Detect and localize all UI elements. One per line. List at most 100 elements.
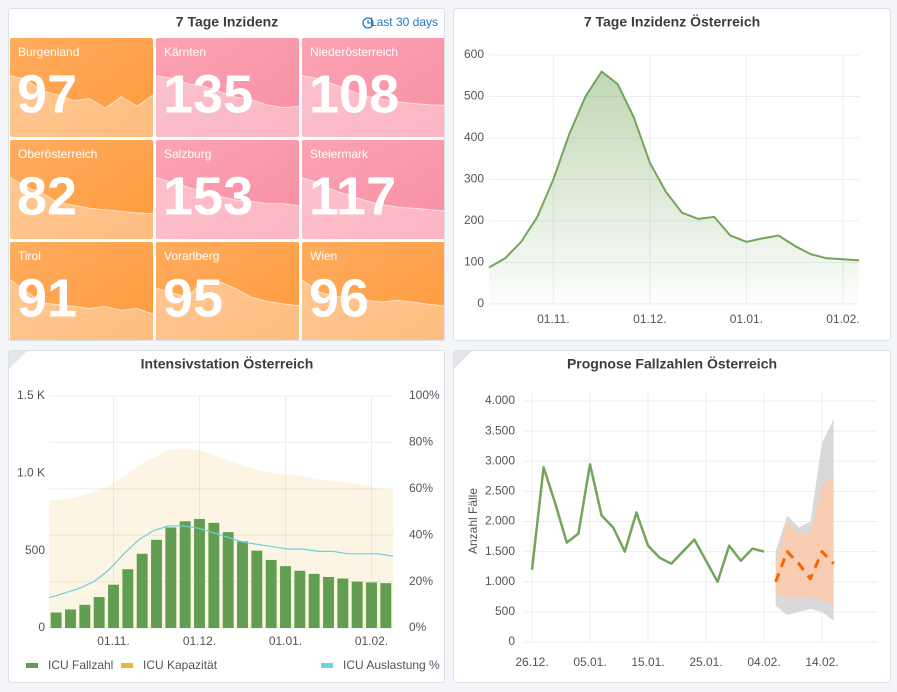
chart: Prognose Fallzahlen Österreich 0 500 1.000… xyxy=(454,351,877,669)
tile-shade xyxy=(10,140,153,239)
x-tick-label: 01.11. xyxy=(97,634,129,648)
x-tick-label: 15.01. xyxy=(631,655,664,669)
tile-value: 82 xyxy=(17,166,77,226)
legend-label[interactable]: ICU Auslastung % xyxy=(343,658,440,672)
bar xyxy=(165,527,177,628)
tile-shade xyxy=(156,242,299,340)
tile-shade xyxy=(156,38,299,137)
chart: 7 Tage Inzidenz Österreich 0 100 200 300 400… xyxy=(464,14,860,326)
y-tick-label: 3.000 xyxy=(485,453,515,467)
x-tick-label: 26.12. xyxy=(515,655,548,669)
y-tick-label: 1.5 K xyxy=(17,388,45,402)
sparkline xyxy=(9,279,154,315)
tile-value: 153 xyxy=(163,166,253,226)
y2-tick-label: 20% xyxy=(409,574,433,588)
y-tick-label: 0 xyxy=(508,634,515,648)
bar xyxy=(380,583,392,628)
bar xyxy=(122,569,134,628)
tile-name: Salzburg xyxy=(164,147,211,161)
panel-title: Intensivstation Österreich xyxy=(141,356,314,372)
sparkline xyxy=(301,75,444,106)
y-tick-label: 1.0 K xyxy=(17,466,45,480)
legend-swatch[interactable] xyxy=(121,663,133,668)
time-range[interactable]: Last 30 days xyxy=(370,15,438,29)
y2-tick-label: 0% xyxy=(409,620,427,634)
sparkline xyxy=(155,279,300,307)
x-tick-label: 01.01. xyxy=(269,634,302,648)
y-tick-label: 1.000 xyxy=(485,574,515,588)
y-tick-label: 0 xyxy=(477,296,484,310)
legend-label[interactable]: ICU Fallzahl xyxy=(48,658,113,672)
sparkline xyxy=(155,75,300,109)
tile-name: Steiermark xyxy=(310,147,369,161)
legend-swatch[interactable] xyxy=(26,663,38,668)
tile-name: Kärnten xyxy=(164,45,206,59)
panel-title: 7 Tage Inzidenz Österreich xyxy=(584,14,760,30)
y-tick-label: 2.000 xyxy=(485,514,515,528)
tile-shade xyxy=(302,140,444,239)
area xyxy=(489,71,859,304)
bar xyxy=(222,532,234,628)
legend-swatch[interactable] xyxy=(321,663,333,668)
sparkline-area xyxy=(302,279,444,340)
bar xyxy=(194,518,205,628)
panel-corner[interactable] xyxy=(454,351,472,369)
bar xyxy=(136,553,148,628)
forecast-line xyxy=(774,550,835,583)
y-tick-label: 200 xyxy=(464,213,484,227)
y-tick-label: 600 xyxy=(464,47,484,61)
bar xyxy=(237,541,248,628)
bar xyxy=(79,604,91,628)
bar xyxy=(265,559,277,628)
tile-value: 96 xyxy=(309,268,369,328)
x-tick-label: 01.01. xyxy=(730,312,763,326)
tile-value: 135 xyxy=(163,64,253,124)
clock-hands xyxy=(367,20,371,24)
line xyxy=(488,70,860,269)
sparkline xyxy=(301,279,444,307)
sparkline-area xyxy=(156,75,299,137)
sparkline-area xyxy=(156,177,299,239)
x-tick-label: 01.02. xyxy=(826,312,859,326)
panel-inzidenz-bundeslaender: 7 Tage Inzidenz Last 30 days Burgenland 9… xyxy=(8,8,445,341)
stat-panel: 7 Tage Inzidenz Last 30 days Burgenland 9… xyxy=(9,14,444,340)
tile-shade xyxy=(302,242,444,340)
y2-tick-label: 40% xyxy=(409,527,433,541)
panel-corner[interactable] xyxy=(9,351,27,369)
panel-inzidenz-oesterreich: 7 Tage Inzidenz Österreich 0 100 200 300 400… xyxy=(453,8,891,341)
bar xyxy=(179,521,191,628)
area xyxy=(49,448,393,628)
confidence-band xyxy=(775,476,834,606)
bar xyxy=(323,576,334,628)
line xyxy=(48,525,394,599)
bar xyxy=(208,522,220,628)
y-tick-label: 3.500 xyxy=(485,423,515,437)
y2-tick-label: 60% xyxy=(409,481,433,495)
x-tick-label: 01.12. xyxy=(633,312,666,326)
bar xyxy=(337,578,349,628)
panel-title: Prognose Fallzahlen Österreich xyxy=(567,356,777,372)
tile-value: 97 xyxy=(17,64,77,124)
tile-value: 91 xyxy=(17,268,77,328)
y-tick-label: 500 xyxy=(464,89,484,103)
x-tick-label: 14.02. xyxy=(805,655,838,669)
sparkline-area xyxy=(302,177,444,239)
x-tick-label: 04.02. xyxy=(747,655,780,669)
legend-label[interactable]: ICU Kapazität xyxy=(143,658,218,672)
sparkline-area xyxy=(156,279,299,340)
sparkline-area xyxy=(10,279,153,340)
clock-icon xyxy=(362,17,374,29)
sparkline-area xyxy=(302,75,444,137)
y-tick-label: 500 xyxy=(25,543,45,557)
bar xyxy=(108,584,119,628)
bar xyxy=(251,550,263,628)
y-tick-label: 4.000 xyxy=(485,393,515,407)
bar xyxy=(50,612,62,628)
panel-title: 7 Tage Inzidenz xyxy=(176,14,278,30)
y-tick-label: 1.500 xyxy=(485,544,515,558)
y-tick-label: 500 xyxy=(495,604,515,618)
tile-shade xyxy=(10,242,153,340)
tile-shade xyxy=(302,38,444,137)
